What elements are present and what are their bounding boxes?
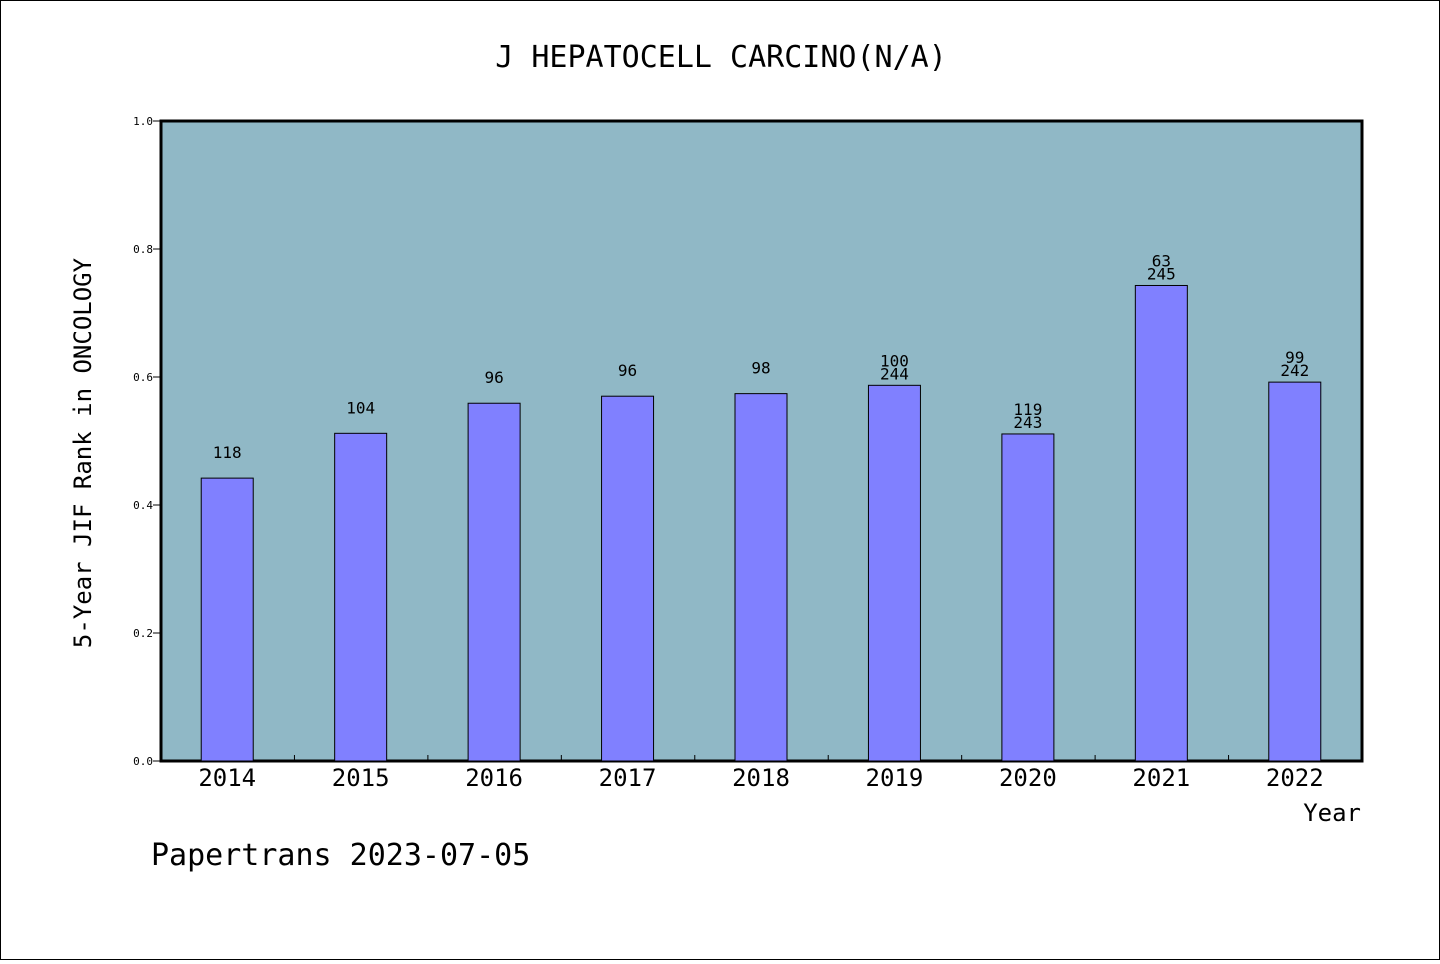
bar-2020 — [1001, 433, 1055, 762]
bar-2014 — [200, 477, 254, 762]
bar-value-label: 104 — [346, 398, 375, 417]
bar-2019 — [867, 384, 921, 762]
y-axis-ticks: 0.0 0.2 0.4 0.6 0.8 1.0 — [133, 115, 161, 768]
bar-value-label: 96 — [484, 368, 503, 387]
footer-text: Papertrans 2023-07-05 — [151, 838, 530, 873]
x-tick-label: 2019 — [866, 764, 924, 792]
bars — [200, 284, 1322, 762]
x-axis-ticks: 2014 2015 2016 2017 2018 2019 2020 2021 2022 — [198, 764, 1323, 792]
bar-value-label: 63 — [1152, 251, 1171, 270]
x-tick-label: 2022 — [1266, 764, 1324, 792]
y-tick-label: 0.8 — [133, 243, 153, 256]
bar-2021 — [1134, 284, 1188, 762]
bar-2017 — [601, 395, 655, 762]
bar-2015 — [334, 432, 388, 762]
bar-value-label: 100 — [880, 351, 909, 370]
x-axis-minor-ticks — [293, 755, 1230, 761]
y-tick-label: 0.0 — [133, 755, 153, 768]
x-tick-label: 2018 — [732, 764, 790, 792]
bar-value-label: 98 — [751, 359, 770, 378]
y-tick-label: 0.2 — [133, 627, 153, 640]
y-tick-label: 0.6 — [133, 371, 153, 384]
y-tick-label: 0.4 — [133, 499, 153, 512]
bar-value-label: 242 — [1280, 361, 1309, 380]
bar-2018 — [734, 393, 788, 762]
y-tick-label: 1.0 — [133, 115, 153, 128]
x-tick-label: 2015 — [332, 764, 390, 792]
chart-title: J HEPATOCELL CARCINO(N/A) — [495, 40, 947, 75]
x-tick-label: 2021 — [1132, 764, 1190, 792]
bar-value-label: 96 — [618, 361, 637, 380]
bar-2022 — [1268, 381, 1322, 762]
y-axis-label: 5-Year JIF Rank in ONCOLOGY — [69, 257, 97, 648]
x-tick-label: 2020 — [999, 764, 1057, 792]
bar-2016 — [467, 402, 521, 762]
bar-value-label: 119 — [1013, 400, 1042, 419]
x-tick-label: 2016 — [465, 764, 523, 792]
x-tick-label: 2014 — [198, 764, 256, 792]
bar-value-label: 245 — [1147, 264, 1176, 283]
bar-value-label: 243 — [1013, 413, 1042, 432]
bar-value-label: 118 — [213, 443, 242, 462]
x-tick-label: 2017 — [599, 764, 657, 792]
bar-value-label: 99 — [1285, 348, 1304, 367]
bar-value-label: 244 — [880, 364, 909, 383]
x-axis-label: Year — [1303, 799, 1361, 827]
